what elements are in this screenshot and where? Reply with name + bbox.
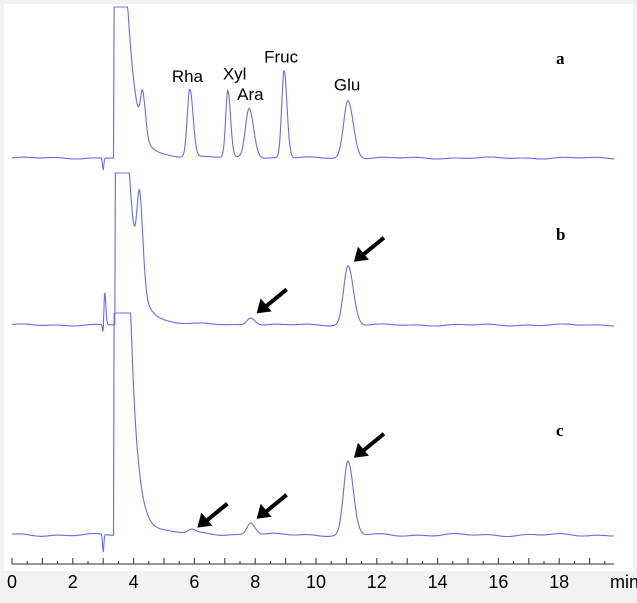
trace-line-c xyxy=(11,312,614,553)
x-tick-label: 10 xyxy=(306,572,326,592)
arrow-icon xyxy=(256,493,288,519)
x-tick-label: 0 xyxy=(7,572,17,592)
x-tick-label: 8 xyxy=(250,572,260,592)
trace-c: c xyxy=(11,312,614,553)
trace-line-b xyxy=(11,172,614,333)
peak-label-rha: Rha xyxy=(172,67,204,86)
arrow-icon xyxy=(197,502,229,528)
trace-label-b: b xyxy=(556,225,565,244)
x-tick-label: 12 xyxy=(367,572,387,592)
peak-label-ara: Ara xyxy=(237,85,264,104)
trace-line-a xyxy=(11,6,614,171)
trace-b: b xyxy=(11,172,614,333)
x-axis-unit-label: min xyxy=(610,572,637,592)
plot-area xyxy=(4,4,633,571)
x-tick-label: 14 xyxy=(428,572,448,592)
x-tick-label: 18 xyxy=(549,572,569,592)
x-tick-label: 16 xyxy=(488,572,508,592)
x-tick-label: 4 xyxy=(129,572,139,592)
trace-label-a: a xyxy=(556,49,565,68)
arrow-icon xyxy=(353,432,386,458)
arrow-icon xyxy=(256,287,288,314)
trace-label-c: c xyxy=(556,421,564,440)
x-tick-label: 6 xyxy=(189,572,199,592)
arrow-icon xyxy=(353,236,386,262)
peak-label-xyl: Xyl xyxy=(223,65,247,84)
x-tick-label: 2 xyxy=(68,572,78,592)
peak-label-fruc: Fruc xyxy=(264,47,299,66)
peak-label-glu: Glu xyxy=(334,76,360,95)
